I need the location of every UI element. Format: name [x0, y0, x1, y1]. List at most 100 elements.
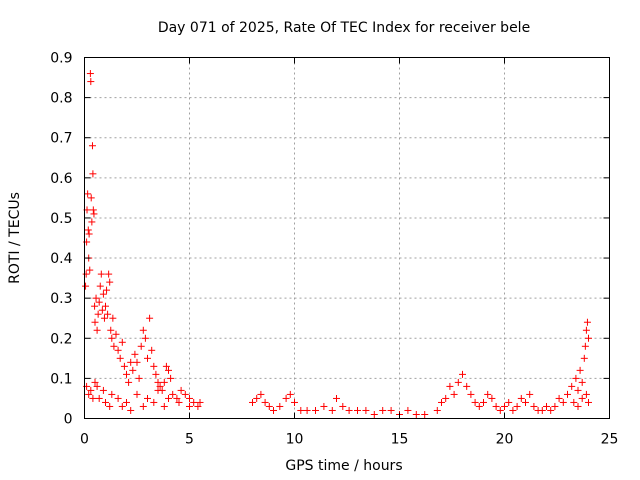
data-point	[543, 402, 550, 410]
data-point	[574, 402, 582, 410]
data-point	[107, 326, 115, 334]
data-point	[92, 294, 100, 302]
y-tick-label: 0.9	[50, 51, 72, 67]
data-point	[135, 374, 143, 382]
data-point	[152, 370, 160, 378]
y-tick-label: 0.2	[50, 331, 72, 347]
y-tick-label: 0.4	[50, 251, 72, 267]
data-point	[412, 410, 420, 418]
data-point	[91, 302, 99, 310]
data-point	[303, 406, 311, 414]
data-point	[585, 334, 592, 342]
data-point	[261, 398, 269, 406]
data-point	[339, 402, 347, 410]
data-point	[253, 394, 261, 402]
data-point	[249, 398, 256, 406]
data-point	[125, 378, 133, 386]
data-point	[95, 298, 103, 306]
data-point	[581, 342, 589, 350]
data-point	[150, 362, 158, 370]
data-point	[555, 394, 563, 402]
data-point	[148, 346, 156, 354]
y-tick-label: 0.3	[50, 291, 72, 307]
data-point	[505, 398, 513, 406]
data-point	[270, 406, 277, 414]
data-point	[194, 402, 202, 410]
x-tick-label: 15	[391, 432, 409, 448]
data-point	[144, 354, 151, 362]
data-point	[578, 378, 586, 386]
ticks-layer: 0 5 10 15 20 25 0 0.1 0.2 0.3 0.4 0.5 0.6 0.7 0.8 0.9	[50, 51, 618, 448]
data-point	[576, 366, 584, 374]
data-point	[88, 142, 96, 150]
data-point	[320, 402, 328, 410]
points-layer	[82, 70, 592, 418]
data-point	[568, 382, 576, 390]
data-point	[104, 310, 112, 318]
data-point	[103, 286, 111, 294]
data-point	[564, 390, 571, 398]
data-point	[139, 402, 147, 410]
data-point	[196, 398, 204, 406]
y-tick-label: 0	[64, 412, 73, 428]
data-point	[89, 394, 97, 402]
data-point	[129, 366, 137, 374]
data-point	[131, 350, 139, 358]
data-point	[580, 354, 588, 362]
data-point	[116, 354, 124, 362]
data-point	[154, 378, 162, 386]
x-tick-label: 20	[496, 432, 514, 448]
data-point	[265, 402, 273, 410]
data-point	[175, 398, 183, 406]
data-point	[141, 334, 149, 342]
data-point	[333, 394, 340, 402]
data-point	[123, 370, 130, 378]
data-point	[312, 406, 319, 414]
data-point	[108, 390, 116, 398]
plot-frame	[84, 57, 610, 419]
data-point	[150, 398, 158, 406]
data-point	[583, 318, 591, 326]
data-point	[454, 378, 462, 386]
data-point	[442, 394, 450, 402]
data-point	[88, 218, 96, 226]
x-tick-label: 5	[185, 432, 194, 448]
data-point	[173, 394, 181, 402]
data-point	[106, 278, 114, 286]
data-point	[438, 398, 445, 406]
data-point	[471, 398, 479, 406]
data-point	[450, 390, 458, 398]
data-point	[467, 390, 475, 398]
data-point	[89, 206, 97, 214]
data-point	[154, 386, 162, 394]
data-point	[345, 406, 353, 414]
data-point	[530, 402, 538, 410]
data-point	[102, 398, 109, 406]
data-point	[328, 406, 336, 414]
data-point	[459, 370, 466, 378]
data-point	[90, 210, 98, 218]
data-point	[167, 374, 175, 382]
data-point	[582, 326, 590, 334]
data-point	[105, 270, 113, 278]
data-point	[538, 406, 546, 414]
data-point	[102, 302, 109, 310]
data-point	[433, 406, 441, 414]
data-point	[582, 390, 590, 398]
data-point	[559, 398, 567, 406]
data-point	[114, 394, 122, 402]
data-point	[551, 402, 559, 410]
data-point	[127, 406, 135, 414]
y-tick-label: 0.7	[50, 131, 72, 147]
data-point	[96, 282, 104, 290]
data-point	[282, 394, 290, 402]
data-point	[93, 382, 101, 390]
data-point	[146, 314, 154, 322]
data-point	[87, 194, 95, 202]
data-point	[517, 394, 525, 402]
data-point	[162, 362, 170, 370]
data-point	[133, 390, 141, 398]
data-point	[99, 290, 107, 298]
data-point	[108, 334, 116, 342]
